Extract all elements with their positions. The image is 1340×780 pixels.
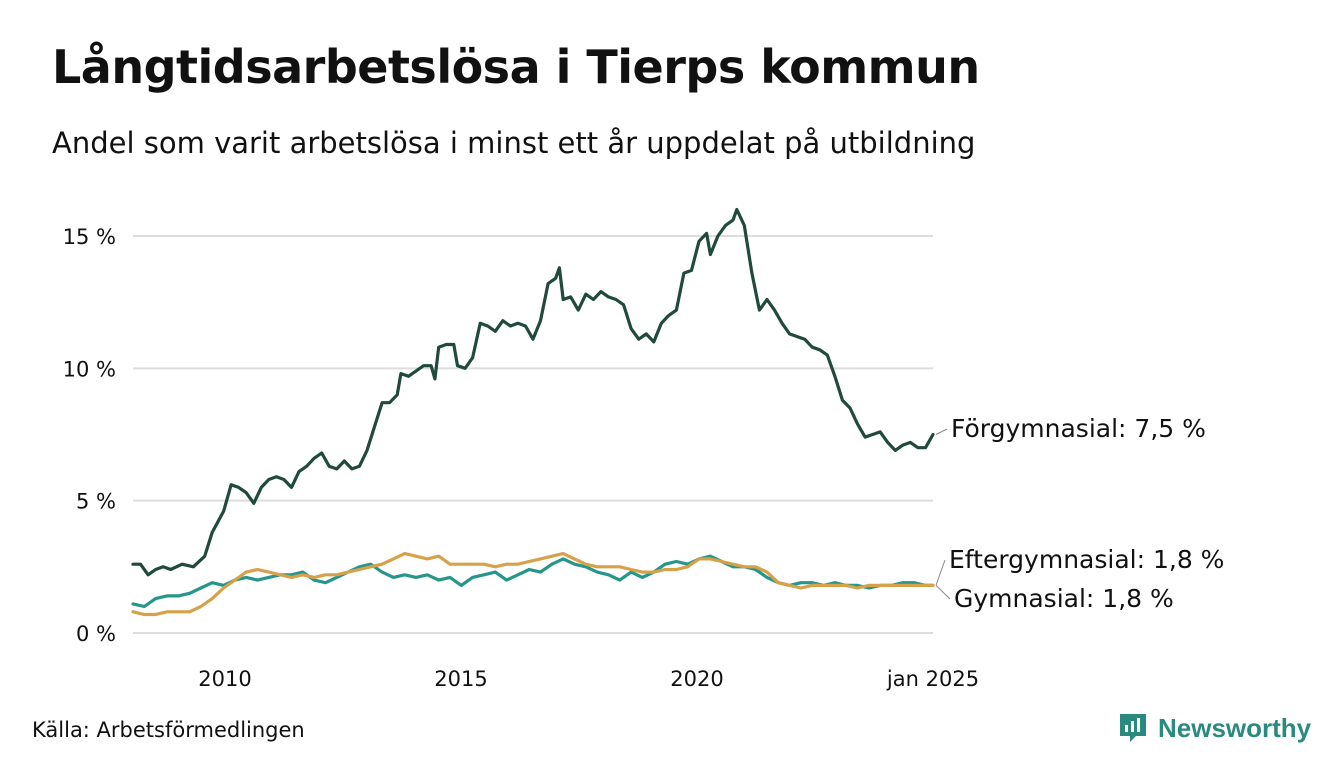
newsworthy-logo-icon bbox=[1120, 714, 1146, 742]
source-note: Källa: Arbetsförmedlingen bbox=[32, 718, 305, 742]
series-lines bbox=[131, 207, 935, 617]
series-line-eftergymnasial bbox=[131, 554, 935, 609]
line-chart: 0 % 5 % 10 % 15 % 2010 2015 2020 jan 2025 Förg… bbox=[63, 207, 1224, 691]
gridlines bbox=[133, 235, 933, 634]
label-connector bbox=[935, 428, 948, 435]
series-end-labels: Förgymnasial: 7,5 % Eftergymnasial: 1,8 %… bbox=[935, 414, 1224, 613]
y-tick-label: 15 % bbox=[63, 225, 116, 249]
x-tick-label: 2010 bbox=[198, 667, 251, 691]
y-tick-label: 0 % bbox=[76, 622, 116, 646]
label-connector bbox=[935, 559, 946, 586]
y-tick-label: 10 % bbox=[63, 357, 116, 381]
y-tick-label: 5 % bbox=[76, 490, 116, 514]
end-label-eftergymnasial: Eftergymnasial: 1,8 % bbox=[949, 545, 1224, 574]
series-line-gymnasial bbox=[131, 552, 935, 617]
x-tick-label: 2020 bbox=[670, 667, 723, 691]
chart-title: Långtidsarbetslösa i Tierps kommun bbox=[52, 40, 980, 94]
chart-subtitle: Andel som varit arbetslösa i minst ett å… bbox=[52, 126, 976, 160]
end-label-förgymnasial: Förgymnasial: 7,5 % bbox=[951, 414, 1206, 443]
series-line-förgymnasial bbox=[131, 207, 935, 577]
y-axis-ticks: 0 % 5 % 10 % 15 % bbox=[63, 225, 116, 646]
brand[interactable]: Newsworthy bbox=[1118, 712, 1311, 744]
label-connector bbox=[935, 585, 951, 600]
brand-name: Newsworthy bbox=[1158, 712, 1312, 743]
end-label-gymnasial: Gymnasial: 1,8 % bbox=[954, 584, 1174, 613]
x-tick-label: 2015 bbox=[434, 667, 487, 691]
x-axis-ticks: 2010 2015 2020 jan 2025 bbox=[198, 667, 979, 691]
x-tick-label: jan 2025 bbox=[886, 667, 979, 691]
